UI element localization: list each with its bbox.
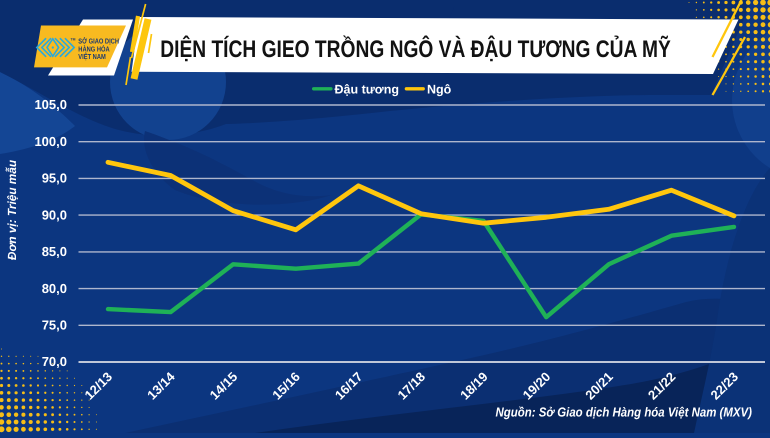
svg-text:90,0: 90,0 (42, 207, 67, 222)
svg-text:SỞ GIAO DỊCH: SỞ GIAO DỊCH (78, 37, 119, 46)
svg-text:Đơn vị: Triệu mẫu: Đơn vị: Triệu mẫu (5, 160, 19, 260)
svg-text:Ngô: Ngô (427, 83, 452, 97)
svg-text:DIỆN TÍCH GIEO TRỒNG NGÔ VÀ ĐẬ: DIỆN TÍCH GIEO TRỒNG NGÔ VÀ ĐẬU TƯƠNG CỦ… (160, 35, 671, 63)
svg-text:80,0: 80,0 (42, 281, 67, 296)
svg-text:70,0: 70,0 (42, 354, 67, 369)
svg-text:75,0: 75,0 (42, 318, 67, 333)
svg-text:VIỆT NAM: VIỆT NAM (78, 52, 105, 61)
svg-text:Nguồn: Sở Giao dịch Hàng hóa V: Nguồn: Sở Giao dịch Hàng hóa Việt Nam (M… (496, 405, 752, 420)
svg-text:100,0: 100,0 (34, 134, 67, 149)
svg-text:85,0: 85,0 (42, 244, 67, 259)
svg-text:TM: TM (71, 38, 76, 42)
svg-text:95,0: 95,0 (42, 171, 67, 186)
svg-text:HÀNG HÓA: HÀNG HÓA (78, 44, 109, 53)
svg-text:Đậu tương: Đậu tương (335, 83, 399, 97)
svg-text:105,0: 105,0 (34, 97, 67, 112)
